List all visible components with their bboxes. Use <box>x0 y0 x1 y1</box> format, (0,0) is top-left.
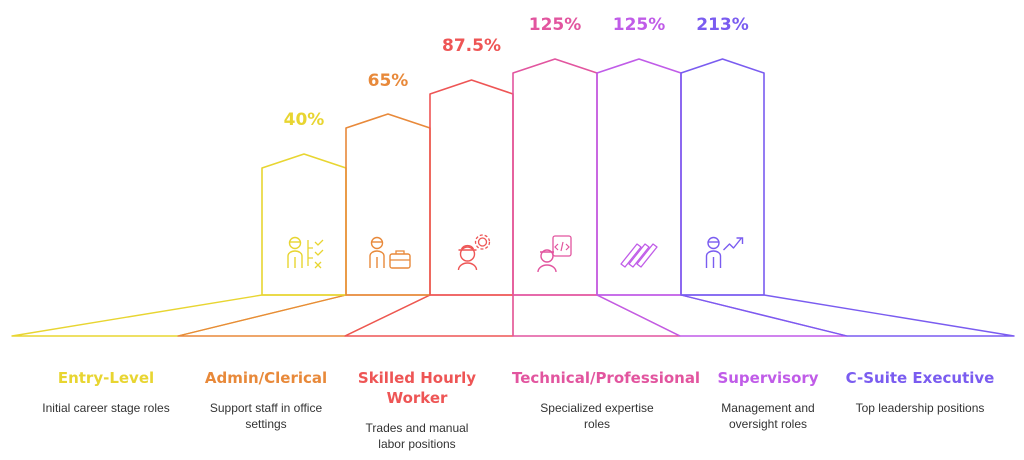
floor-segment <box>177 294 431 337</box>
person-body <box>369 250 385 268</box>
worker-briefcase-icon <box>369 236 411 269</box>
level-percent: 87.5% <box>442 36 501 56</box>
engineer-head <box>540 249 554 263</box>
level-column <box>596 58 682 296</box>
briefcase-handle <box>390 250 410 261</box>
hardhat-gear-icon <box>457 234 491 271</box>
floor-segment <box>344 294 514 337</box>
person-head <box>370 236 384 250</box>
level-column <box>512 58 598 296</box>
level-percent: 40% <box>283 110 325 130</box>
level-title: Admin/Clerical <box>204 369 328 387</box>
code-glyph <box>554 241 570 252</box>
floor-segment <box>512 294 681 337</box>
level-title: C-Suite Executive <box>845 369 995 387</box>
briefcase <box>389 253 411 269</box>
code-sheet <box>552 235 572 257</box>
pencil-2 <box>628 243 650 268</box>
level-description: Trades and manual labor positions <box>365 421 469 451</box>
hardhat <box>457 244 478 271</box>
floor-segment <box>680 294 1015 337</box>
check-marks <box>314 239 324 269</box>
level-description: Specialized expertise roles <box>540 401 654 431</box>
gear-teeth <box>474 234 491 250</box>
floor-segment <box>596 294 848 337</box>
person-body <box>705 250 722 268</box>
level-column <box>261 153 347 296</box>
checklist-bracket <box>307 240 313 266</box>
growth-arrow <box>723 237 743 251</box>
level-title: Skilled Hourly Worker <box>357 369 477 407</box>
level-column <box>429 79 514 296</box>
level-description: Top leadership positions <box>855 401 985 415</box>
growth-arrow-head <box>736 237 744 244</box>
engineer-body <box>537 251 557 273</box>
level-description: Initial career stage roles <box>42 401 170 415</box>
pencil-3 <box>636 243 658 268</box>
engineer-code-icon <box>537 235 572 273</box>
level-column <box>345 113 431 296</box>
level-title: Entry-Level <box>57 369 155 387</box>
pencil-1 <box>620 243 642 268</box>
person-head <box>707 236 720 250</box>
level-percent: 125% <box>528 15 582 35</box>
pencils-icon <box>620 243 658 268</box>
level-title: Supervisory <box>717 369 819 387</box>
worker-checklist-icon <box>287 236 324 269</box>
level-percent: 65% <box>367 71 409 91</box>
level-description: Management and oversight roles <box>721 401 815 431</box>
level-description: Support staff in office settings <box>209 401 323 431</box>
gear-core <box>477 237 488 247</box>
floor-segment <box>11 294 347 337</box>
level-title: Technical/Professional <box>512 369 701 387</box>
person-head <box>288 236 302 250</box>
level-percent: 125% <box>612 15 666 35</box>
level-percent: 213% <box>696 15 749 35</box>
level-column <box>680 58 765 296</box>
executive-growth-icon <box>705 236 744 268</box>
worker-head <box>459 246 476 262</box>
person-body <box>287 250 303 268</box>
